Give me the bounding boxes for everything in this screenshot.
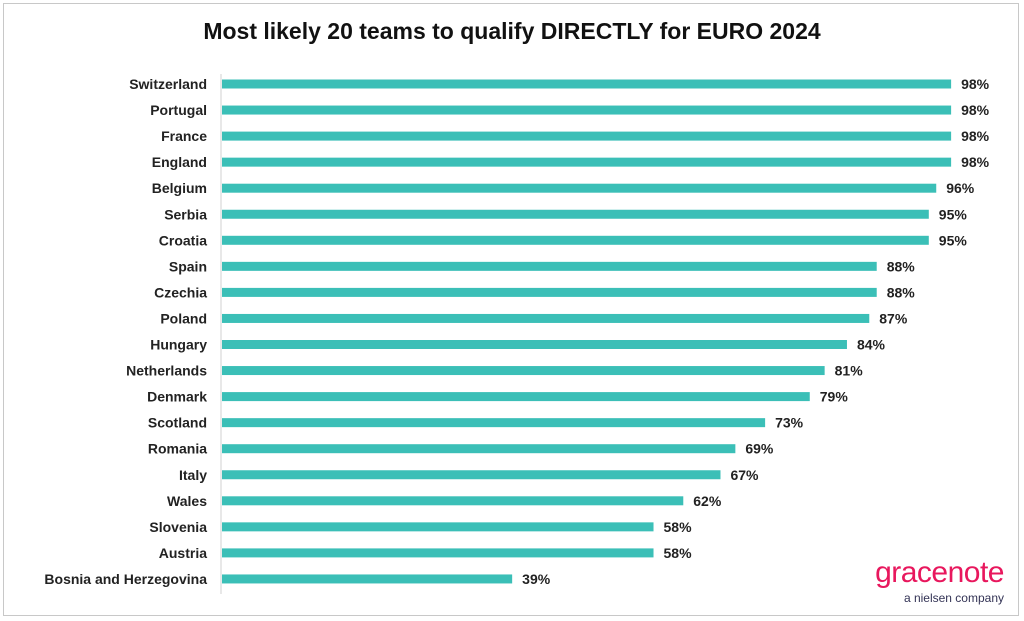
value-label: 95% <box>939 232 968 248</box>
bar-croatia <box>222 235 929 245</box>
category-label: France <box>161 128 207 144</box>
category-label: Wales <box>167 493 207 509</box>
brand-name: gracenote <box>875 556 1004 589</box>
value-label: 95% <box>939 206 968 222</box>
bar-spain <box>222 261 877 271</box>
chart-title: Most likely 20 teams to qualify DIRECTLY… <box>203 18 821 44</box>
category-label: England <box>152 154 207 170</box>
category-label: Slovenia <box>149 519 207 535</box>
category-label: Romania <box>148 441 207 457</box>
value-label: 73% <box>775 415 804 431</box>
value-label: 79% <box>820 389 849 405</box>
bar-slovenia <box>222 522 654 532</box>
bar-netherlands <box>222 366 825 376</box>
category-label: Czechia <box>154 284 207 300</box>
value-label: 69% <box>745 441 774 457</box>
value-label: 98% <box>961 154 990 170</box>
bar-denmark <box>222 392 810 402</box>
category-label: Austria <box>159 545 207 561</box>
value-label: 98% <box>961 128 990 144</box>
category-label: Hungary <box>150 337 207 353</box>
bar-romania <box>222 444 736 454</box>
category-label: Netherlands <box>126 363 207 379</box>
category-label: Poland <box>160 310 207 326</box>
chart-frame: Most likely 20 teams to qualify DIRECTLY… <box>3 3 1019 616</box>
category-label: Croatia <box>159 232 207 248</box>
value-label: 84% <box>857 337 886 353</box>
bar-england <box>222 157 952 167</box>
bar-italy <box>222 470 721 480</box>
category-label: Denmark <box>147 389 207 405</box>
value-label: 88% <box>887 284 916 300</box>
value-label: 87% <box>879 310 908 326</box>
bar-czechia <box>222 287 877 297</box>
bar-bosnia-and-herzegovina <box>222 574 513 584</box>
value-label: 81% <box>835 363 864 379</box>
value-label: 62% <box>693 493 722 509</box>
value-label: 88% <box>887 258 916 274</box>
value-label: 58% <box>664 545 693 561</box>
value-label: 58% <box>664 519 693 535</box>
category-label: Serbia <box>164 206 207 222</box>
bar-wales <box>222 496 684 506</box>
bar-belgium <box>222 183 937 193</box>
bar-poland <box>222 313 870 323</box>
brand-logo: gracenote a nielsen company <box>875 556 1004 606</box>
value-label: 98% <box>961 102 990 118</box>
bar-serbia <box>222 209 929 219</box>
chart-plot: Switzerland 98% Portugal 98% France 98% Englan… <box>44 74 990 594</box>
category-label: Switzerland <box>129 76 207 92</box>
value-label: 98% <box>961 76 990 92</box>
bar-france <box>222 131 952 141</box>
category-label: Bosnia and Herzegovina <box>44 571 207 587</box>
value-label: 39% <box>522 571 551 587</box>
value-label: 67% <box>730 467 759 483</box>
bar-switzerland <box>222 79 952 89</box>
brand-tagline: a nielsen company <box>903 591 1004 605</box>
category-label: Scotland <box>148 415 207 431</box>
category-label: Italy <box>179 467 207 483</box>
bar-scotland <box>222 418 766 428</box>
category-label: Spain <box>169 258 207 274</box>
value-label: 96% <box>946 180 975 196</box>
category-label: Belgium <box>152 180 207 196</box>
bar-hungary <box>222 340 847 349</box>
bar-portugal <box>222 105 952 115</box>
category-label: Portugal <box>150 102 207 118</box>
bar-austria <box>222 548 654 558</box>
